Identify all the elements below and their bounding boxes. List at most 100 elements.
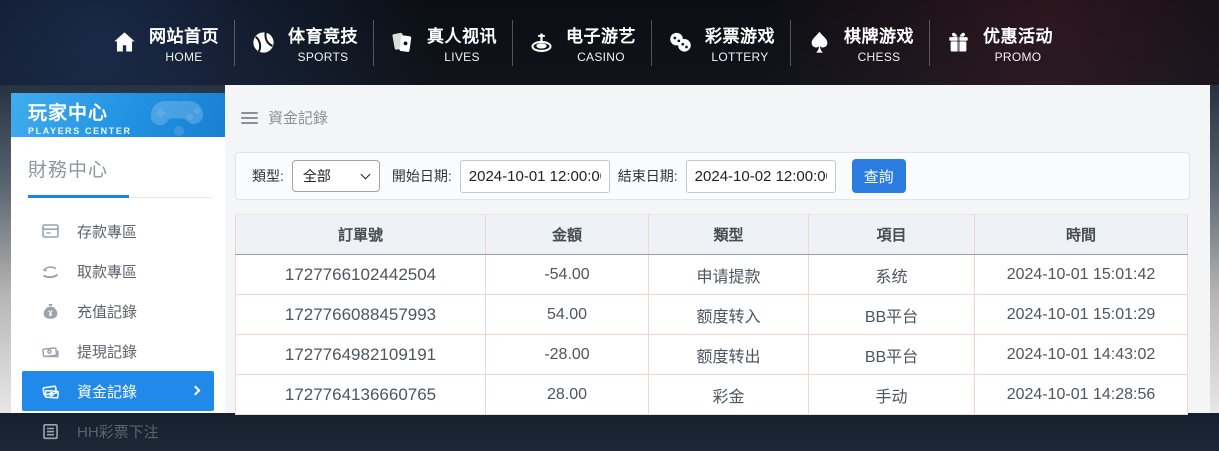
cell-type: 额度转出 bbox=[648, 334, 809, 375]
funds-record-table: 訂單號 金額 類型 項目 時間 1727766102442504 -54.00 … bbox=[235, 214, 1188, 415]
cell-item: BB平台 bbox=[808, 294, 975, 335]
deposit-machine-icon bbox=[41, 222, 60, 241]
nav-label-en: CHESS bbox=[857, 49, 901, 64]
cell-amount: -28.00 bbox=[485, 334, 649, 375]
search-button[interactable]: 查詢 bbox=[851, 159, 906, 193]
cell-amount: -54.00 bbox=[485, 254, 649, 295]
table-header-row: 訂單號 金額 類型 項目 時間 bbox=[235, 214, 1188, 255]
nav-item-lives[interactable]: 真人视讯 LIVES bbox=[373, 19, 512, 66]
spade-icon bbox=[806, 29, 833, 56]
withdraw-hand-icon bbox=[41, 262, 60, 281]
sidebar-item-label: 存款專區 bbox=[77, 223, 138, 241]
end-date-input[interactable] bbox=[685, 159, 836, 193]
sidebar-subtitle: PLAYERS CENTER bbox=[28, 126, 132, 136]
sidebar-item-label: 提現記錄 bbox=[77, 343, 138, 361]
nav-label-en: CASINO bbox=[577, 49, 625, 64]
main-content: 資金記錄 類型: 全部 開始日期: 結束日期: 查詢 訂單號 金額 類型 項目 … bbox=[225, 85, 1210, 415]
nav-item-promo[interactable]: 优惠活动 PROMO bbox=[929, 19, 1068, 66]
sidebar-item-withdrawal-record[interactable]: 提現記錄 bbox=[11, 331, 225, 371]
banknote-icon bbox=[41, 342, 60, 361]
end-date-label: 結束日期: bbox=[617, 168, 678, 184]
cell-time: 2024-10-01 15:01:29 bbox=[974, 294, 1188, 335]
lottery-balls-icon bbox=[667, 29, 694, 56]
col-header-time: 時間 bbox=[974, 214, 1188, 255]
sidebar-item-deposit[interactable]: 存款專區 bbox=[11, 211, 225, 251]
nav-item-chess[interactable]: 棋牌游戏 CHESS bbox=[790, 19, 929, 66]
sports-ball-icon bbox=[250, 29, 277, 56]
filter-bar: 類型: 全部 開始日期: 結束日期: 查詢 bbox=[235, 152, 1190, 200]
nav-label-cn: 网站首页 bbox=[149, 26, 219, 46]
tickets-icon bbox=[41, 382, 60, 401]
nav-label-cn: 彩票游戏 bbox=[705, 26, 775, 46]
cell-item: 手动 bbox=[808, 374, 975, 415]
cell-amount: 28.00 bbox=[485, 374, 649, 415]
nav-label-en: HOME bbox=[165, 49, 203, 64]
playing-cards-icon bbox=[389, 29, 416, 56]
money-bag-icon bbox=[41, 302, 60, 321]
nav-label-cn: 体育竞技 bbox=[288, 26, 358, 46]
col-header-type: 類型 bbox=[648, 214, 809, 255]
nav-label-cn: 电子游艺 bbox=[566, 26, 636, 46]
cell-type: 额度转入 bbox=[648, 294, 809, 335]
roulette-icon bbox=[528, 29, 555, 56]
sidebar-item-recharge-record[interactable]: 充值記錄 bbox=[11, 291, 225, 331]
table-row: 1727764982109191 -28.00 额度转出 BB平台 2024-1… bbox=[235, 334, 1188, 375]
nav-label-en: PROMO bbox=[994, 49, 1042, 64]
nav-label-cn: 棋牌游戏 bbox=[844, 26, 914, 46]
start-date-input[interactable] bbox=[459, 159, 610, 193]
menu-icon[interactable] bbox=[241, 111, 258, 124]
cell-time: 2024-10-01 14:28:56 bbox=[974, 374, 1188, 415]
sidebar-menu: 存款專區 取款專區 充值記錄 提現記錄 資金記錄 bbox=[11, 211, 225, 451]
cell-amount: 54.00 bbox=[485, 294, 649, 335]
col-header-amount: 金額 bbox=[485, 214, 649, 255]
start-date-label: 開始日期: bbox=[391, 168, 452, 184]
home-icon bbox=[111, 29, 138, 56]
cell-order-no: 1727764136660765 bbox=[235, 374, 486, 415]
type-label: 類型: bbox=[252, 168, 284, 184]
sidebar-item-funds-record[interactable]: 資金記錄 bbox=[22, 371, 214, 411]
gift-icon bbox=[945, 29, 972, 56]
cell-type: 彩金 bbox=[648, 374, 809, 415]
nav-label-en: LOTTERY bbox=[711, 49, 769, 64]
section-divider bbox=[28, 195, 211, 198]
nav-label-cn: 优惠活动 bbox=[983, 26, 1053, 46]
nav-item-sports[interactable]: 体育竞技 SPORTS bbox=[234, 19, 373, 66]
cell-order-no: 1727764982109191 bbox=[235, 334, 486, 375]
cell-order-no: 1727766088457993 bbox=[235, 294, 486, 335]
page-title: 資金記錄 bbox=[268, 110, 329, 127]
sidebar-item-label: HH彩票下注 bbox=[77, 423, 159, 441]
chevron-right-icon bbox=[190, 385, 201, 396]
top-navigation-bar: 网站首页 HOME 体育竞技 SPORTS 真人视讯 LIVES bbox=[0, 0, 1219, 85]
sidebar-item-label: 取款專區 bbox=[77, 263, 138, 281]
cell-type: 申请提款 bbox=[648, 254, 809, 295]
nav-list: 网站首页 HOME 体育竞技 SPORTS 真人视讯 LIVES bbox=[96, 0, 1068, 85]
sidebar-title: 玩家中心 bbox=[28, 103, 109, 124]
cell-item: BB平台 bbox=[808, 334, 975, 375]
type-select-wrap: 全部 bbox=[291, 160, 380, 192]
type-select[interactable]: 全部 bbox=[291, 160, 380, 192]
nav-item-lottery[interactable]: 彩票游戏 LOTTERY bbox=[651, 19, 790, 66]
players-center-sidebar: 玩家中心 PLAYERS CENTER 財務中心 存款專區 取款專區 充值記錄 bbox=[11, 93, 225, 441]
breadcrumb: 資金記錄 bbox=[225, 85, 1210, 128]
list-icon bbox=[41, 422, 60, 441]
col-header-order-no: 訂單號 bbox=[235, 214, 486, 255]
finance-section: 財務中心 bbox=[11, 137, 225, 198]
table-row: 1727766088457993 54.00 额度转入 BB平台 2024-10… bbox=[235, 294, 1188, 335]
sidebar-item-label: 資金記錄 bbox=[77, 383, 138, 401]
gamepad-icon bbox=[143, 95, 221, 137]
nav-item-casino[interactable]: 电子游艺 CASINO bbox=[512, 19, 651, 66]
nav-label-en: LIVES bbox=[444, 49, 480, 64]
finance-section-title: 財務中心 bbox=[28, 160, 109, 181]
col-header-item: 項目 bbox=[808, 214, 975, 255]
sidebar-header: 玩家中心 PLAYERS CENTER bbox=[11, 93, 225, 137]
nav-item-home[interactable]: 网站首页 HOME bbox=[96, 20, 234, 66]
sidebar-item-withdraw[interactable]: 取款專區 bbox=[11, 251, 225, 291]
cell-item: 系统 bbox=[808, 254, 975, 295]
cell-order-no: 1727766102442504 bbox=[235, 254, 486, 295]
cell-time: 2024-10-01 15:01:42 bbox=[974, 254, 1188, 295]
nav-label-cn: 真人视讯 bbox=[427, 26, 497, 46]
sidebar-item-hh-lottery-bets[interactable]: HH彩票下注 bbox=[11, 411, 225, 451]
table-row: 1727764136660765 28.00 彩金 手动 2024-10-01 … bbox=[235, 374, 1188, 415]
cell-time: 2024-10-01 14:43:02 bbox=[974, 334, 1188, 375]
nav-label-en: SPORTS bbox=[297, 49, 349, 64]
